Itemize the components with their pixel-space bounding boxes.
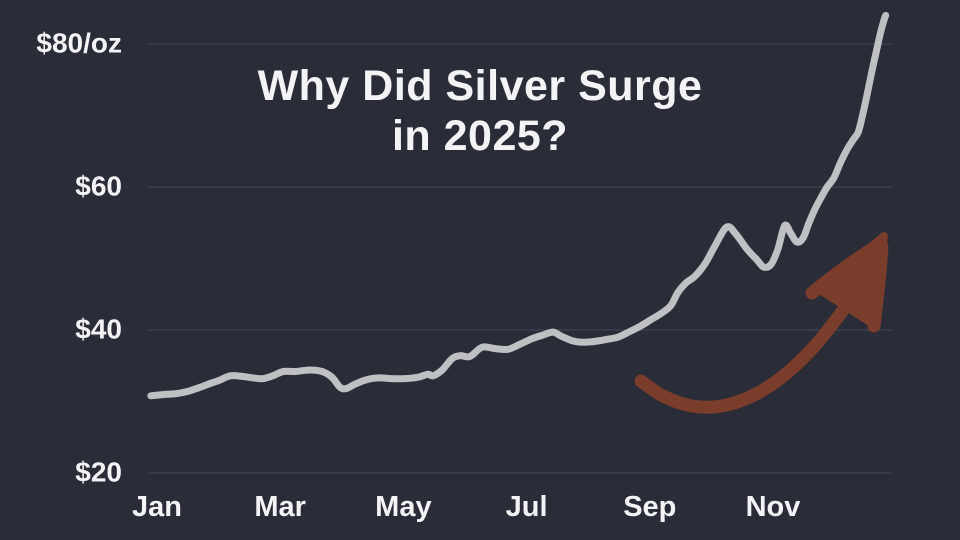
x-axis-tick-mar: Mar xyxy=(254,491,306,523)
x-axis-tick-nov: Nov xyxy=(745,491,801,523)
y-axis-tick-60: $60 xyxy=(75,170,122,202)
chart-title-line-2: in 2025? xyxy=(391,112,569,160)
x-axis-tick-may: May xyxy=(375,491,432,523)
y-axis-tick-20: $20 xyxy=(75,456,122,488)
x-axis-tick-jan: Jan xyxy=(132,491,182,523)
x-axis-tick-sep: Sep xyxy=(623,491,677,523)
price-line xyxy=(147,11,890,400)
chart-title-line-1: Why Did Silver Surge xyxy=(257,62,703,110)
x-axis-tick-jul: Jul xyxy=(505,491,548,523)
chart-title: Why Did Silver Surge in 2025? xyxy=(0,61,960,161)
gridlines xyxy=(148,43,892,474)
y-axis-tick-40: $40 xyxy=(75,313,122,345)
surge-arrow-head xyxy=(816,232,888,326)
surge-arrow xyxy=(634,232,889,414)
y-axis-tick-80: $80/oz xyxy=(36,27,122,59)
